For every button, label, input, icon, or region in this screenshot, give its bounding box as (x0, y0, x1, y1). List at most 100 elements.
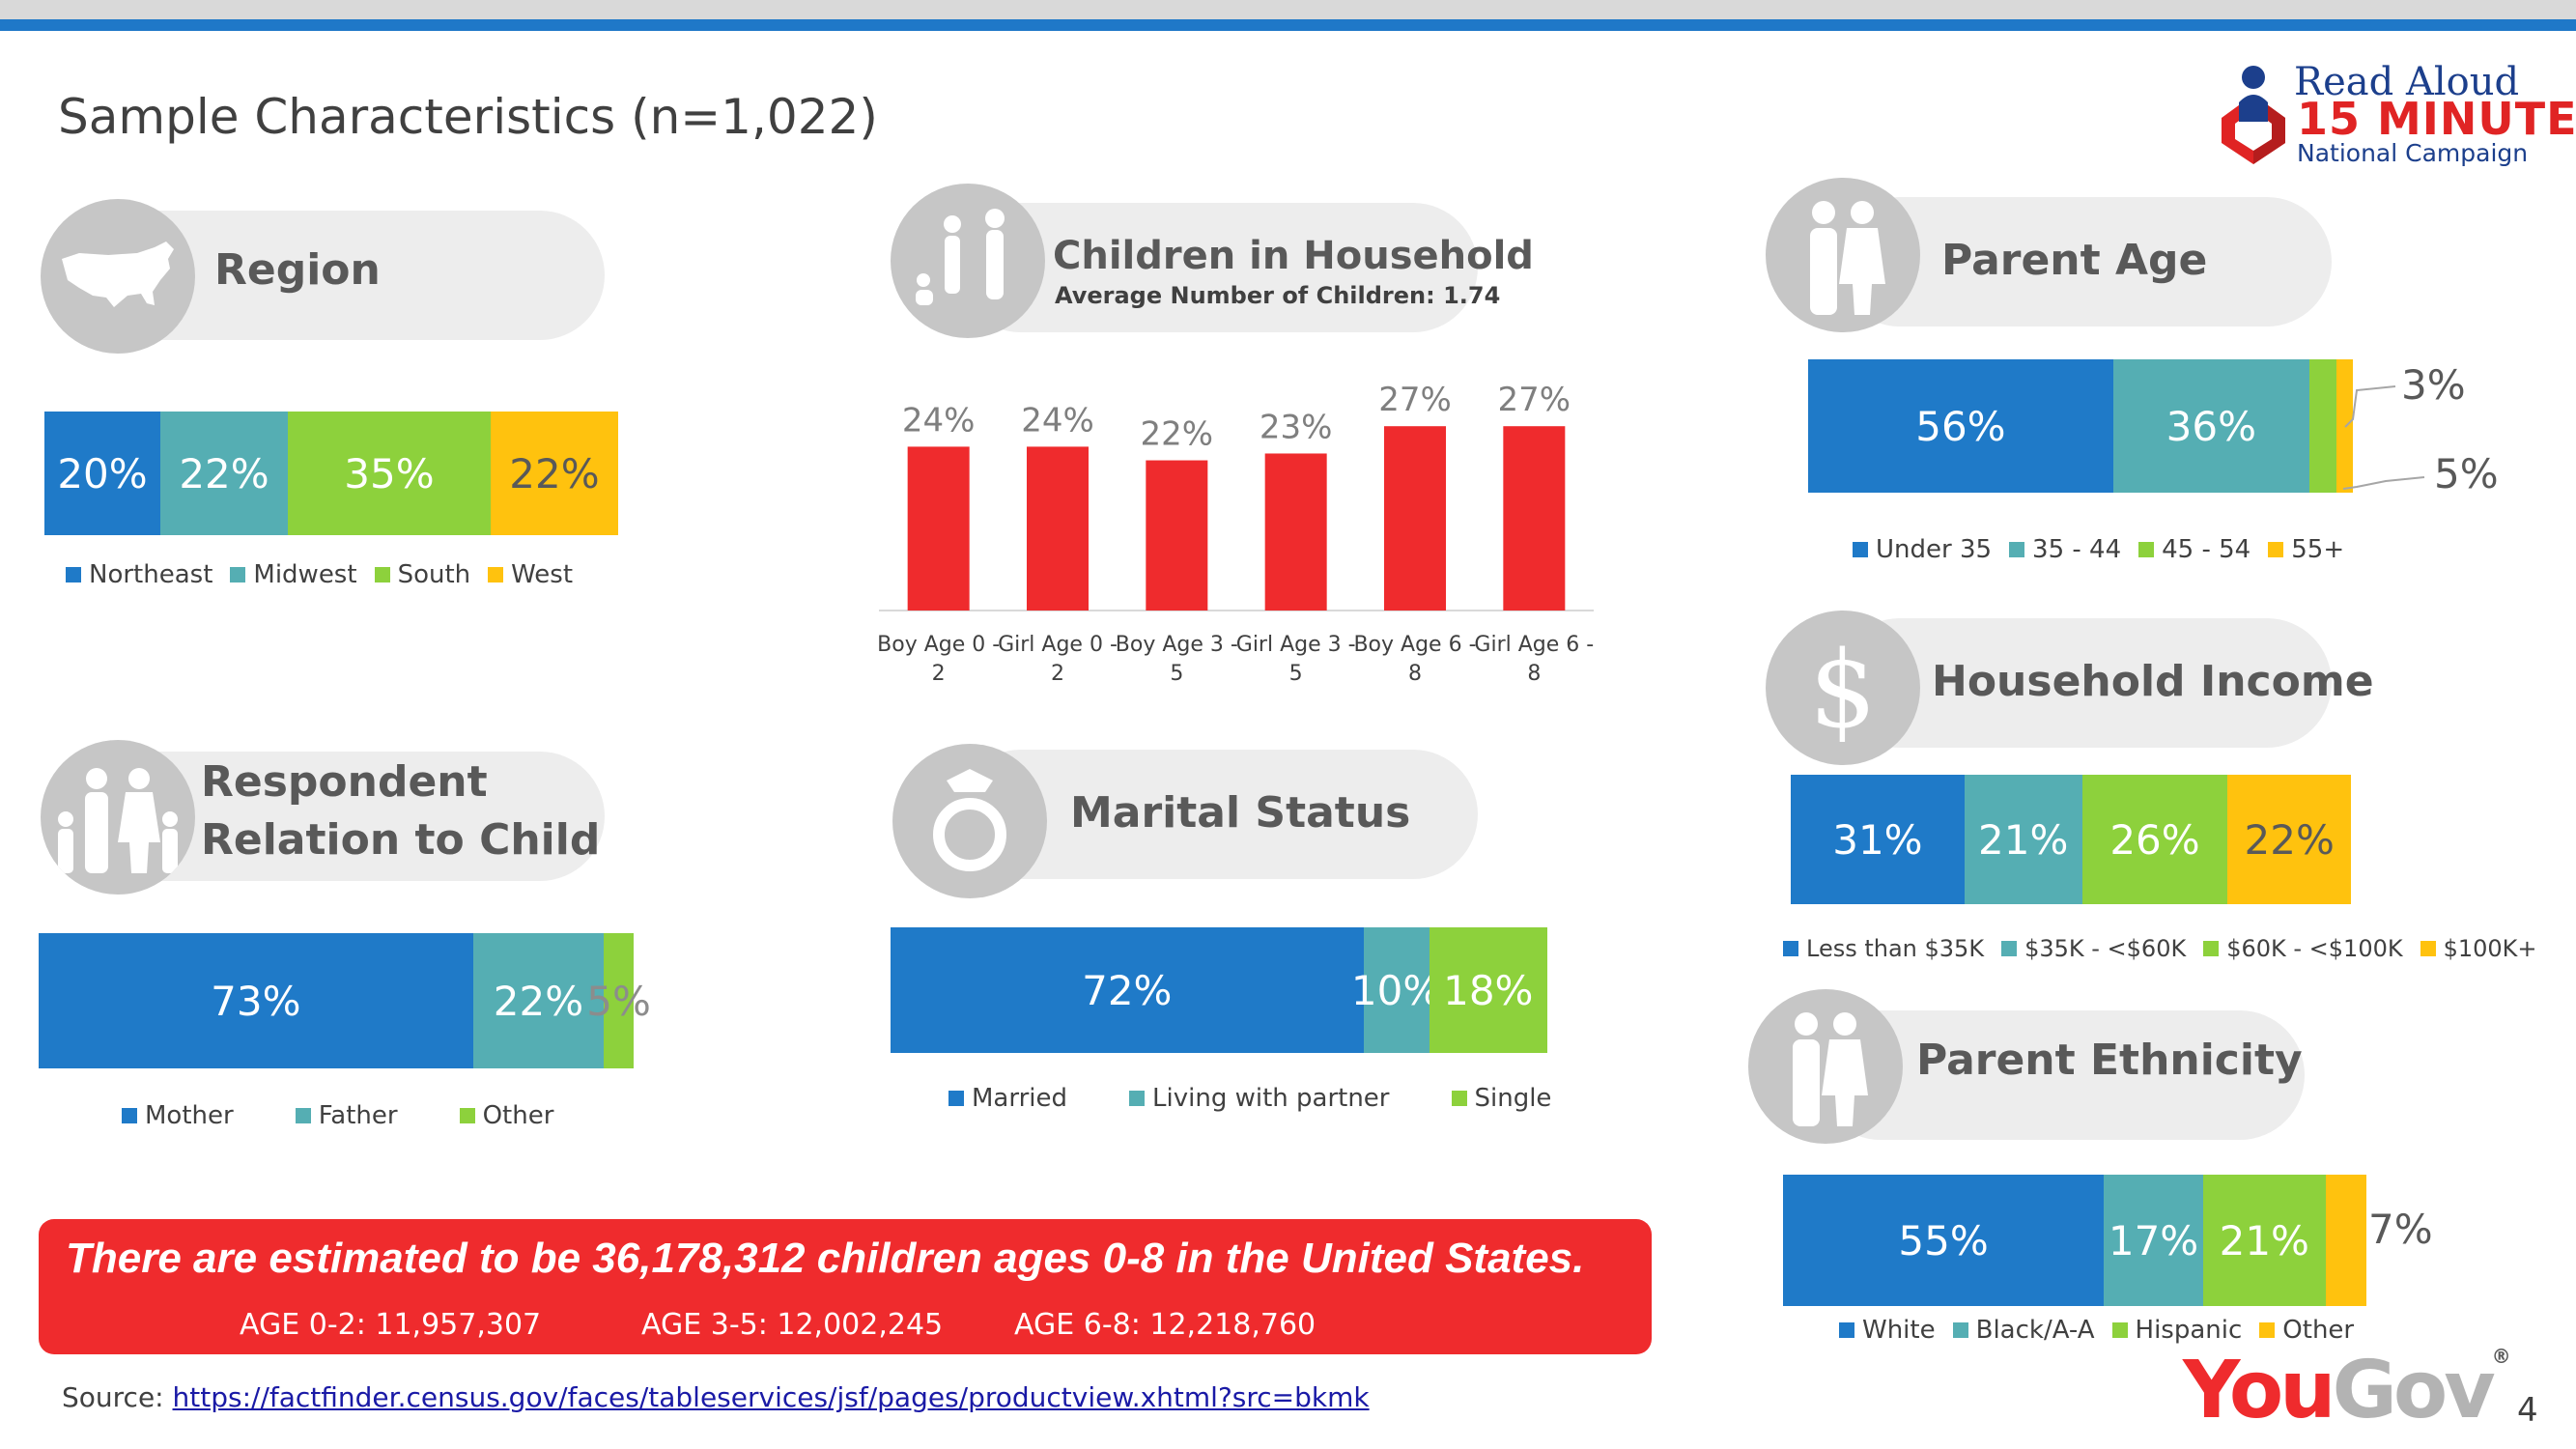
children-data-label: 24% (902, 401, 976, 440)
income-segment-label: 22% (2244, 815, 2335, 864)
children-category-label: 2 (1051, 662, 1064, 686)
family-group-icon (41, 740, 195, 895)
income-segment-60k-100k: 26% (2081, 775, 2228, 904)
region-legend-item: South (374, 560, 471, 589)
parent_age-legend-item: 35 - 44 (2009, 535, 2121, 564)
ethnicity-legend-label: White (1862, 1316, 1936, 1345)
income-segment-label: 31% (1832, 815, 1923, 864)
parent_age-legend-label: 55+ (2291, 535, 2345, 564)
yougov-registered-mark: ® (2491, 1345, 2511, 1368)
parent_age-segment-label: 56% (1915, 402, 2006, 450)
read-aloud-book-icon (2222, 66, 2285, 164)
relation-legend-swatch (122, 1108, 137, 1123)
children-category-label: 8 (1527, 662, 1541, 686)
children-category-label: Boy Age 3 - (1116, 633, 1238, 657)
income-segment-label: 21% (1978, 815, 2069, 864)
children-category-label: 5 (1170, 662, 1183, 686)
children-data-label: 27% (1378, 381, 1452, 419)
income-legend-label: Less than $35K (1806, 935, 1985, 962)
region-title: Region (214, 245, 381, 295)
region-legend-swatch (374, 567, 390, 582)
relation-segment-mother: 73% (39, 933, 473, 1068)
marital-segment-living-with-partner: 10% (1351, 927, 1441, 1053)
children-category-label: 5 (1289, 662, 1303, 686)
dollar-icon: $ (1766, 611, 1920, 765)
logo-read-aloud-text: Read Aloud (2294, 60, 2520, 104)
income-stacked-bar: 31% 21% 26% 22% (1791, 775, 2351, 904)
income-legend: Less than $35K $35K - <$60K $60K - <$100K $… (1783, 935, 2555, 962)
relation-segment-label: 73% (211, 977, 301, 1025)
children-category-label: Girl Age 6 - (1474, 633, 1594, 657)
relation-legend-item: Father (295, 1101, 398, 1130)
parent_age-legend-swatch (2138, 542, 2155, 557)
region-segment-label: 20% (57, 449, 148, 497)
relation-segment-other: 5% (586, 933, 651, 1068)
relation-segment-father: 22% (472, 933, 605, 1068)
marital-legend: Married Living with partner Single (948, 1084, 1613, 1113)
logo-national-campaign-text: National Campaign (2297, 139, 2529, 167)
parent_age-legend-label: 35 - 44 (2032, 535, 2122, 564)
ethnicity-legend-item: Other (2259, 1316, 2354, 1345)
income-legend-item: $35K - <$60K (2001, 935, 2186, 962)
relation-title-line1: Respondent (201, 757, 488, 807)
marital-legend-label: Single (1474, 1084, 1552, 1113)
relation-legend-item: Other (459, 1101, 553, 1130)
source-label: Source: (62, 1381, 173, 1413)
banner-age-0-2: AGE 0-2: 11,957,307 (240, 1308, 542, 1342)
children-category-label: 2 (932, 662, 946, 686)
yougov-you-text: You (2183, 1345, 2336, 1436)
parent_age-legend-swatch (2268, 542, 2284, 557)
logo-15-minutes-text: 15 MINUTES (2297, 93, 2576, 145)
relation-legend-swatch (295, 1108, 311, 1123)
ethnicity-segment-label: 21% (2219, 1216, 2309, 1264)
parent_age-legend-item: 45 - 54 (2138, 535, 2250, 564)
ethnicity-legend-swatch (1839, 1322, 1854, 1338)
region-segment-south: 35% (287, 412, 491, 535)
ethnicity-segment-other (2325, 1175, 2366, 1306)
children-category-label: 8 (1408, 662, 1422, 686)
relation-legend-swatch (459, 1108, 475, 1123)
ethnicity-segment-label: 55% (1898, 1216, 1989, 1264)
region-legend-item: Northeast (66, 560, 212, 589)
banner-age-3-5: AGE 3-5: 12,002,245 (641, 1308, 944, 1342)
relation-legend-label: Father (318, 1101, 398, 1130)
region-segment-label: 22% (179, 449, 269, 497)
relation-stacked-bar: 73% 22% 5% (39, 933, 651, 1068)
region-legend-label: South (397, 560, 471, 589)
banner-age-6-8: AGE 6-8: 12,218,760 (1014, 1308, 1316, 1342)
parent_age-legend-swatch (2009, 542, 2025, 557)
couple-icon (1748, 989, 1903, 1144)
yougov-logo: YouGov® (2183, 1345, 2511, 1436)
children-bar (907, 446, 970, 611)
income-legend-item: Less than $35K (1783, 935, 1984, 962)
region-segment-west: 22% (490, 412, 618, 535)
children-bar (1146, 460, 1208, 611)
region-legend-swatch (230, 567, 246, 582)
source-link[interactable]: https://factfinder.census.gov/faces/tabl… (172, 1381, 1370, 1413)
ethnicity-legend-swatch (2111, 1322, 2128, 1338)
children-data-label: 23% (1260, 408, 1333, 446)
couple-icon (1766, 178, 1920, 332)
svg-text:$: $ (1809, 628, 1877, 752)
marital-legend-item: Married (948, 1084, 1067, 1113)
marital-title: Marital Status (1070, 788, 1411, 838)
marital-legend-item: Single (1451, 1084, 1552, 1113)
region-segment-northeast: 20% (44, 412, 160, 535)
parent_age-segment-label: 36% (2166, 402, 2257, 450)
marital-segment-married: 72% (891, 927, 1364, 1053)
ethnicity-legend-label: Other (2282, 1316, 2355, 1345)
population-banner: There are estimated to be 36,178,312 chi… (39, 1219, 1652, 1354)
relation-legend-item: Mother (122, 1101, 234, 1130)
income-title: Household Income (1932, 657, 2374, 706)
marital-segment-label: 72% (1082, 966, 1173, 1014)
income-legend-label: $100K+ (2443, 935, 2537, 962)
ethnicity-legend-item: Black/A-A (1952, 1316, 2095, 1345)
relation-title-line2: Relation to Child (201, 815, 601, 865)
ethnicity-segment-label: 17% (2108, 1216, 2199, 1264)
ethnicity-legend: White Black/A-A Hispanic Other (1839, 1316, 2371, 1345)
region-stacked-bar: 20% 22% 35% 22% (44, 412, 618, 535)
children-title: Children in Household (1053, 234, 1534, 278)
marital-legend-label: Living with partner (1152, 1084, 1390, 1113)
children-bar (1027, 446, 1089, 611)
children-data-label: 22% (1141, 415, 1214, 454)
